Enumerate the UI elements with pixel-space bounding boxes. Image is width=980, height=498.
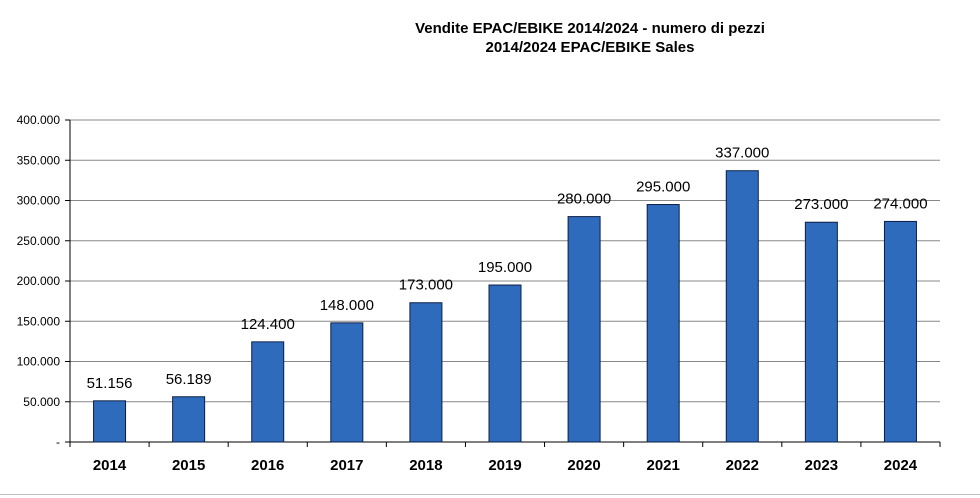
- y-tick-label: -: [56, 435, 60, 449]
- x-tick-label: 2019: [488, 457, 521, 474]
- bar: [804, 221, 838, 443]
- y-tick-label: 150.000: [17, 314, 61, 328]
- data-label: 51.156: [87, 375, 133, 392]
- y-tick-label: 50.000: [23, 395, 60, 409]
- chart-title: Vendite EPAC/EBIKE 2014/2024 - numero di…: [415, 20, 765, 37]
- x-tick-label: 2017: [330, 457, 363, 474]
- x-tick-label: 2022: [726, 457, 759, 474]
- x-tick-label: 2024: [884, 457, 918, 474]
- bottom-divider: [0, 494, 980, 495]
- bar: [172, 396, 206, 443]
- bar: [646, 204, 680, 443]
- x-tick-label: 2014: [93, 457, 127, 474]
- y-tick-label: 100.000: [17, 355, 61, 369]
- bar: [251, 341, 285, 443]
- x-tick-label: 2016: [251, 457, 284, 474]
- data-label: 195.000: [478, 259, 532, 276]
- x-tick-label: 2015: [172, 457, 205, 474]
- bar: [725, 170, 759, 443]
- bar: [567, 216, 601, 443]
- x-tick-label: 2020: [567, 457, 600, 474]
- x-tick-label: 2021: [646, 457, 679, 474]
- data-label: 173.000: [399, 277, 453, 294]
- data-label: 124.400: [241, 316, 295, 333]
- bar: [409, 302, 443, 443]
- data-label: 273.000: [794, 196, 848, 213]
- data-label: 295.000: [636, 179, 690, 196]
- y-tick-label: 400.000: [17, 113, 61, 127]
- data-label: 56.189: [166, 371, 212, 388]
- x-tick-label: 2018: [409, 457, 442, 474]
- x-tick-label: 2023: [805, 457, 838, 474]
- bar: [883, 220, 917, 443]
- bar: [330, 322, 364, 443]
- y-tick-label: 300.000: [17, 194, 61, 208]
- data-label: 337.000: [715, 145, 769, 162]
- bar: [93, 400, 127, 443]
- bar: [488, 284, 522, 443]
- data-label: 280.000: [557, 191, 611, 208]
- y-tick-label: 350.000: [17, 153, 61, 167]
- data-label: 274.000: [873, 195, 927, 212]
- data-label: 148.000: [320, 297, 374, 314]
- y-tick-label: 250.000: [17, 234, 61, 248]
- y-tick-label: 200.000: [17, 274, 61, 288]
- chart-subtitle: 2014/2024 EPAC/EBIKE Sales: [485, 39, 695, 56]
